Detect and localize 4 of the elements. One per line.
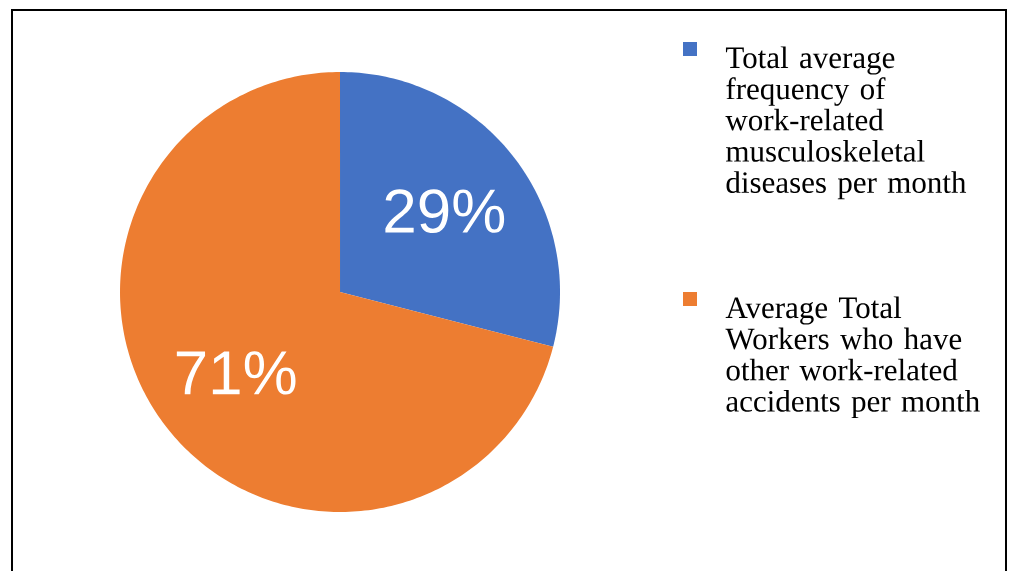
legend-label: Total average frequency of work-related musculoskeletal diseases per month <box>725 46 967 200</box>
legend-label: Average Total Workers who have other work-related accidents per month <box>725 296 980 419</box>
data-label: 29% <box>385 189 505 234</box>
data-label: 71% <box>176 351 296 395</box>
